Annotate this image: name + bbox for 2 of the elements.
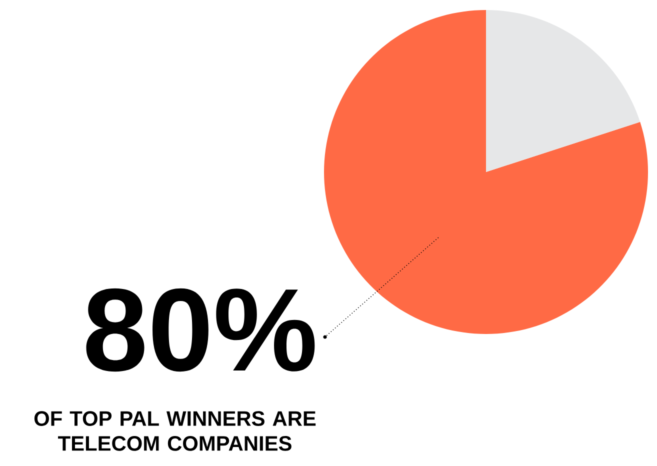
data-label: 80% — [86, 288, 315, 372]
text: OF TOP PAL WINNERS ARE TELECOM COMPANIES — [34, 411, 316, 451]
